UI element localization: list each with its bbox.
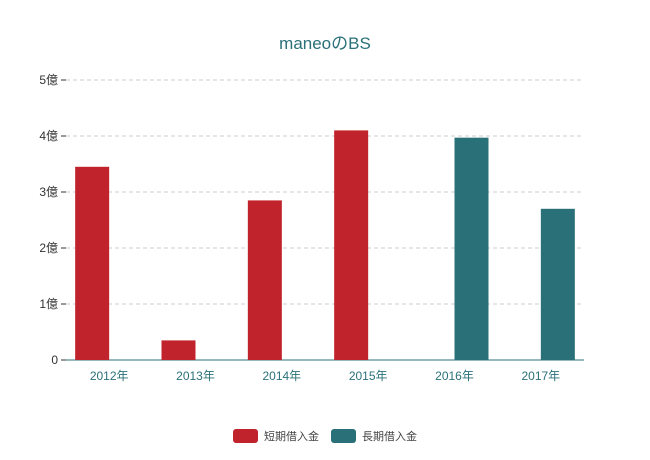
bar[interactable] bbox=[75, 166, 110, 360]
y-tick-label: 1億 bbox=[39, 297, 58, 311]
x-tick-label: 2014年 bbox=[262, 369, 301, 383]
bar[interactable] bbox=[454, 137, 489, 360]
y-tick-label: 3億 bbox=[39, 185, 58, 199]
y-tick-label: 4億 bbox=[39, 129, 58, 143]
legend-swatch-long-term bbox=[331, 429, 356, 443]
legend-label-short-term: 短期借入金 bbox=[264, 431, 319, 443]
x-tick-label: 2016年 bbox=[435, 369, 474, 383]
y-tick-label: 5億 bbox=[39, 73, 58, 87]
bar[interactable] bbox=[247, 200, 282, 360]
bar[interactable] bbox=[161, 340, 196, 360]
x-tick-label: 2015年 bbox=[349, 369, 388, 383]
y-tick-label: 0 bbox=[51, 353, 58, 367]
x-tick-label: 2012年 bbox=[90, 369, 129, 383]
legend: 短期借入金 長期借入金 bbox=[0, 428, 650, 444]
x-tick-label: 2017年 bbox=[521, 369, 560, 383]
legend-item-long-term[interactable]: 長期借入金 bbox=[331, 428, 417, 444]
bar[interactable] bbox=[334, 130, 369, 360]
chart-title: maneoのBS bbox=[279, 34, 371, 53]
legend-item-short-term[interactable]: 短期借入金 bbox=[233, 428, 319, 444]
x-tick-label: 2013年 bbox=[176, 369, 215, 383]
legend-label-long-term: 長期借入金 bbox=[362, 431, 417, 443]
y-tick-label: 2億 bbox=[39, 241, 58, 255]
bar[interactable] bbox=[540, 208, 575, 360]
legend-swatch-short-term bbox=[233, 429, 258, 443]
